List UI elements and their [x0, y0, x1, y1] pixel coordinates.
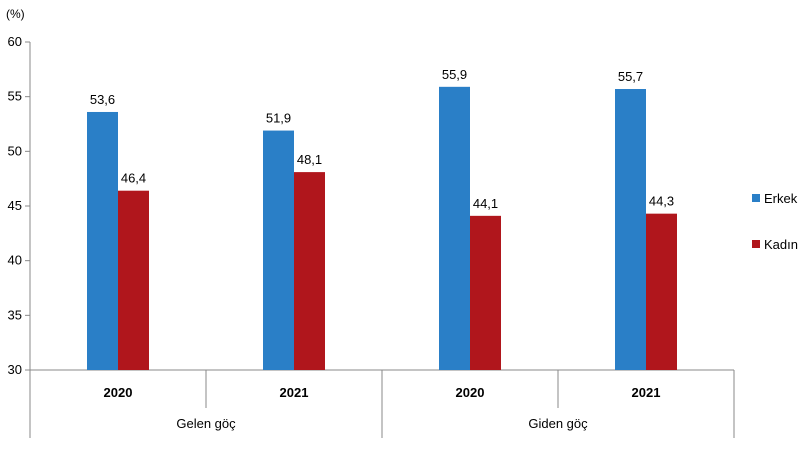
data-label: 55,9 [442, 67, 467, 82]
legend-swatch-kadin [752, 240, 760, 248]
data-label: 53,6 [90, 92, 115, 107]
bar-erkek-0 [87, 111, 118, 371]
bar-kad-n-0 [118, 190, 149, 370]
bar-erkek-2 [439, 86, 470, 371]
x-category-label: 2020 [456, 385, 485, 400]
legend-swatch-erkek [752, 194, 760, 202]
x-category-label: 2021 [632, 385, 661, 400]
y-tick-label: 45 [8, 198, 22, 213]
bar-kad-n-3 [646, 213, 677, 370]
data-label: 51,9 [266, 111, 291, 126]
data-label: 55,7 [618, 69, 643, 84]
y-tick-label: 35 [8, 307, 22, 322]
data-label: 46,4 [121, 171, 146, 186]
labels: 2020 2021 2020 2021 Gelen göç Giden göç 53,6 51… [90, 67, 674, 431]
x-group-label: Giden göç [528, 416, 588, 431]
y-tick-label: 60 [8, 34, 22, 49]
legend-label-erkek: Erkek [764, 190, 798, 206]
legend-item-kadin: Kadın [752, 234, 800, 254]
y-tick-label: 30 [8, 362, 22, 377]
y-tick-label: 40 [8, 253, 22, 268]
x-category-label: 2020 [104, 385, 133, 400]
y-tick-label: 55 [8, 89, 22, 104]
data-label: 44,3 [649, 194, 674, 209]
bar-kad-n-1 [294, 172, 325, 370]
bar-erkek-1 [263, 130, 294, 370]
x-category-label: 2021 [280, 385, 309, 400]
legend-label-kadin: Kadın [764, 236, 798, 252]
y-tick-label: 50 [8, 143, 22, 158]
bar-erkek-3 [615, 89, 646, 370]
bars [87, 86, 677, 371]
bar-kad-n-2 [470, 215, 501, 370]
data-label: 44,1 [473, 196, 498, 211]
legend: Erkek Kadın [752, 188, 800, 280]
y-axis-unit-label: (%) [6, 7, 25, 21]
x-group-label: Gelen göç [176, 416, 236, 431]
legend-item-erkek: Erkek [752, 188, 800, 208]
data-label: 48,1 [297, 152, 322, 167]
